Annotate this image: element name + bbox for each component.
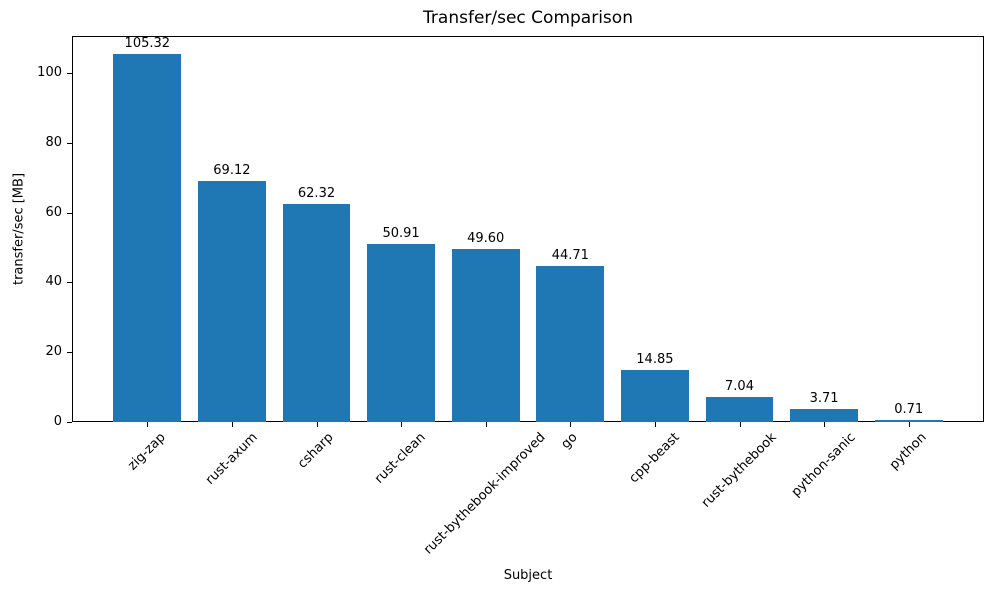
x-tick-mark xyxy=(908,422,910,427)
y-tick-mark xyxy=(67,352,72,354)
y-tick-mark xyxy=(67,212,72,214)
bar-value-label: 14.85 xyxy=(636,352,674,368)
bar-value-label: 49.60 xyxy=(467,230,505,246)
x-tick-label: rust-clean xyxy=(372,430,430,487)
bar-value-label: 69.12 xyxy=(213,162,251,178)
x-tick-mark xyxy=(485,422,487,427)
bar-value-label: 44.71 xyxy=(551,247,589,263)
bar xyxy=(621,370,689,422)
x-tick-mark xyxy=(824,422,826,427)
x-tick-mark xyxy=(316,422,318,427)
bar xyxy=(113,54,182,422)
x-tick-mark xyxy=(654,422,656,427)
bar xyxy=(874,419,943,422)
y-tick-label: 40 xyxy=(45,274,62,290)
bar-value-label: 0.71 xyxy=(894,401,924,417)
bar-value-label: 3.71 xyxy=(809,391,839,407)
bar xyxy=(451,248,520,422)
x-tick-label: go xyxy=(558,430,581,453)
x-tick-mark xyxy=(401,422,403,427)
x-tick-label: rust-bythebook xyxy=(698,430,780,511)
x-tick-mark xyxy=(231,422,233,427)
y-tick-mark xyxy=(67,142,72,144)
x-tick-label: csharp xyxy=(295,430,337,472)
x-tick-mark xyxy=(147,422,149,427)
y-tick-label: 0 xyxy=(53,414,62,429)
x-tick-mark xyxy=(739,422,741,427)
bar-value-label: 62.32 xyxy=(297,186,336,202)
bar xyxy=(790,409,858,422)
x-tick-label: python xyxy=(886,430,930,473)
bar xyxy=(536,265,605,422)
bar xyxy=(367,244,435,422)
y-tick-mark xyxy=(67,72,72,74)
y-axis-label: transfer/sec [MB] xyxy=(11,172,27,286)
x-tick-label: rust-axum xyxy=(202,430,261,488)
y-tick-mark xyxy=(67,282,72,284)
y-tick-label: 100 xyxy=(37,64,62,80)
y-tick-label: 80 xyxy=(45,134,62,150)
bar xyxy=(282,204,351,422)
x-tick-label: python-sanic xyxy=(788,430,859,500)
bar xyxy=(705,397,774,422)
bar-value-label: 50.91 xyxy=(382,226,420,242)
chart-title: Transfer/sec Comparison xyxy=(423,8,633,28)
bar-value-label: 105.32 xyxy=(124,36,171,52)
x-tick-label: zig-zap xyxy=(125,430,169,474)
bar xyxy=(198,180,266,422)
y-tick-mark xyxy=(67,422,72,423)
x-axis-label: Subject xyxy=(503,568,553,583)
y-tick-label: 20 xyxy=(45,344,62,360)
bar-value-label: 7.04 xyxy=(725,379,754,395)
x-tick-label: rust-bythebook-improved xyxy=(421,430,549,558)
y-tick-label: 60 xyxy=(45,204,62,220)
x-tick-mark xyxy=(570,422,572,427)
x-tick-label: cpp-beast xyxy=(626,430,683,487)
